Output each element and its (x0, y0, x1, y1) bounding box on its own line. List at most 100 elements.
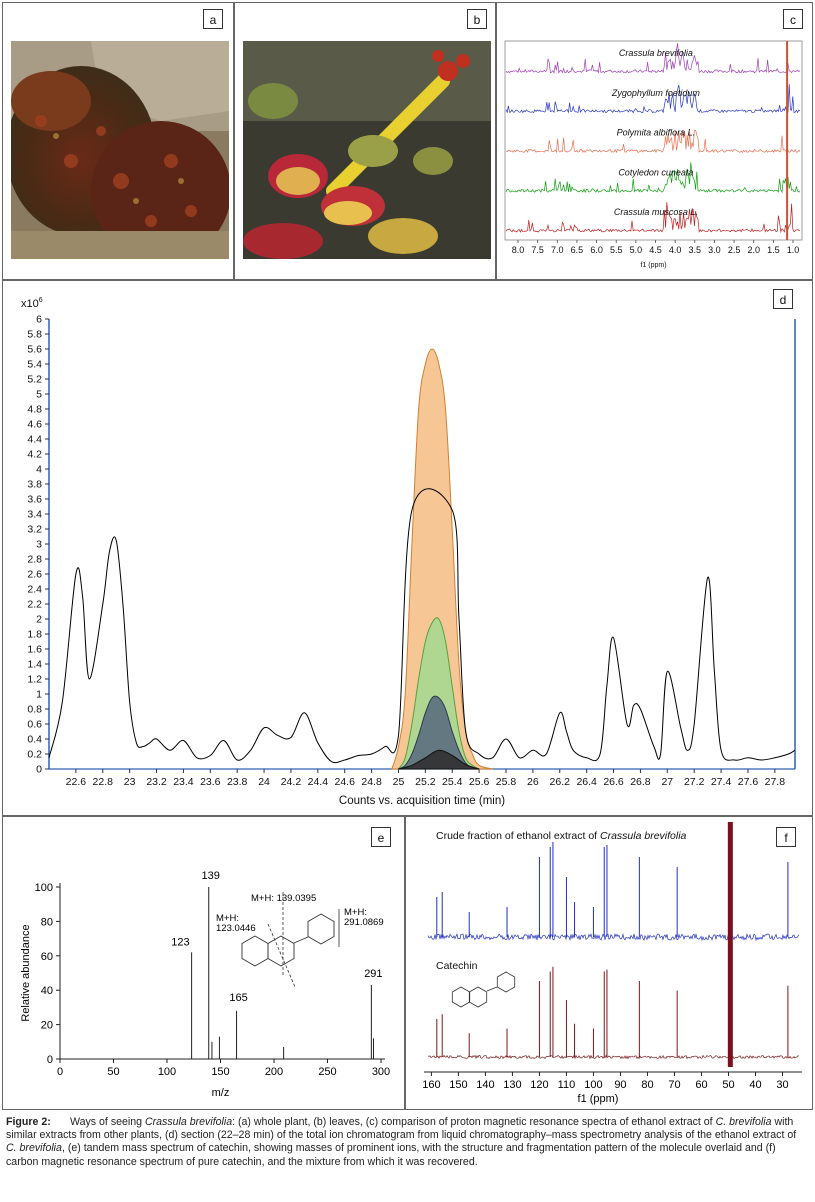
x-tick-label: 23.2 (146, 776, 167, 788)
y-tick-label: 2.8 (27, 554, 42, 566)
panel-label-a: a (203, 9, 223, 29)
x-tick-label: 4.5 (649, 245, 662, 255)
x-tick-label: 100 (158, 1066, 176, 1078)
x-tick-label: 26 (527, 776, 539, 788)
y-tick-label: 0.4 (27, 734, 42, 746)
peak-label: 139 (202, 870, 220, 882)
whole-plant-photo (11, 41, 229, 259)
fragment-annotation: 123.0446 (216, 923, 256, 934)
x-tick-label: 23.6 (200, 776, 221, 788)
x-tick-label: 2.0 (747, 245, 760, 255)
x-tick-label: 110 (558, 1079, 576, 1091)
y-tick-label: 3.2 (27, 524, 42, 536)
x-tick-label: 22.8 (93, 776, 114, 788)
x-tick-label: 25.6 (469, 776, 490, 788)
fragment-annotation: M+H: 139.0395 (251, 893, 316, 904)
spectrum-name-label: Crassula muscosa L. (614, 207, 698, 217)
x-tick-label: 7.5 (531, 245, 544, 255)
proton-nmr-spectra: Crassula brevifolia Zygophyllum foetidum P… (504, 40, 803, 269)
spectra-frame (504, 40, 803, 241)
x-tick-label: 24.8 (361, 776, 382, 788)
x-tick-label: 23.8 (227, 776, 248, 788)
x-tick-label: 200 (265, 1066, 283, 1078)
tandem-mass-spectrum: 0 20 40 60 80 100 0 50 100 150 200 250 300 m/z Relativ… (20, 870, 390, 1099)
y-tick-label: 4.2 (27, 449, 42, 461)
caption-text: Ways of seeing (70, 1116, 145, 1128)
x-tick-label: 23 (124, 776, 136, 788)
x-tick-label: 27 (661, 776, 673, 788)
spectrum-line (505, 129, 801, 154)
panel-label-e: e (371, 827, 391, 847)
spectrum-name-label: Crassula brevifolia (619, 48, 693, 58)
x-tick-label: 23.4 (173, 776, 194, 788)
caption-text: with similar extracts from other plants,… (6, 1116, 797, 1142)
y-tick-label: 1.6 (27, 644, 42, 656)
spectrum-name-label: Cotyledon cuneata (618, 167, 693, 177)
figure-caption: Figure 2: Ways of seeing Crassula brevifo… (6, 1116, 808, 1169)
chromatogram-series-area (398, 749, 480, 770)
y-tick-label: 4.6 (27, 419, 42, 431)
x-tick-label: 24.2 (281, 776, 302, 788)
ring-c (267, 935, 295, 967)
panel-e: e 0 20 40 60 80 100 0 50 100 150 200 250 300 m/z Relat… (2, 816, 405, 1110)
x-tick-label: 6.5 (571, 245, 584, 255)
total-ion-chromatogram: 0 0.2 0.4 0.6 0.8 1 1.2 1.4 1.6 1.8 2 2.2 2.4 2.6 2.8 3… (21, 297, 796, 807)
fragment-annotation: 291.0869 (344, 917, 384, 928)
x-tick-label: 8.0 (512, 245, 525, 255)
x-tick-label: 160 (422, 1079, 440, 1091)
y-tick-label: 1.4 (27, 659, 42, 671)
x-tick-label: 3.0 (708, 245, 721, 255)
x-tick-label: 25.4 (442, 776, 463, 788)
panel-label-c: c (783, 9, 803, 29)
x-tick-label: 1.5 (767, 245, 780, 255)
crude-fraction-title: Crude fraction of ethanol extract of Cra… (436, 830, 687, 842)
catechin-mini-structure (451, 971, 516, 1008)
ring (496, 971, 516, 993)
y-tick-label: 2.6 (27, 569, 42, 581)
x-tick-label: 22.6 (66, 776, 87, 788)
panel-d: d 0 0.2 0.4 0.6 0.8 1 1.2 1.4 1.6 1.8 2 2.2 2.4 2.6 2.… (2, 280, 813, 816)
y-axis-multiplier: x106 (21, 297, 43, 310)
spectrum-name-label: Zygophyllum foetidum (611, 88, 701, 98)
x-tick-label: 50 (722, 1079, 734, 1091)
chromatogram-series-area (397, 617, 480, 770)
solvent-peak (727, 822, 733, 1067)
ring-b (307, 913, 335, 945)
x-tick-label: 6.0 (590, 245, 603, 255)
x-tick-label: 5.5 (610, 245, 623, 255)
x-tick-label: 4.0 (669, 245, 682, 255)
y-tick-label: 6 (36, 314, 42, 326)
x-tick-label: 120 (530, 1079, 548, 1091)
panel-c: c Crassula brevifolia Zygophyllum foetidu… (496, 2, 813, 280)
caption-species-name: Crassula brevifolia (144, 1116, 233, 1128)
x-tick-label: 250 (318, 1066, 336, 1078)
catechin-structure (241, 913, 335, 967)
fragment-line (267, 923, 296, 988)
panel-f: f Crude fraction of ethanol extract of C… (405, 816, 813, 1110)
y-tick-label: 80 (41, 916, 53, 928)
y-tick-label: 3.4 (27, 509, 42, 521)
y-tick-label: 1.8 (27, 629, 42, 641)
bond (293, 936, 309, 944)
panel-label-b: b (467, 9, 487, 29)
y-tick-label: 5.8 (27, 329, 42, 341)
caption-species-name: C. brevifolia (715, 1116, 772, 1128)
y-tick-label: 0.2 (27, 749, 42, 761)
ring-a (241, 935, 269, 967)
peak-label: 291 (364, 968, 382, 980)
caption-body: Ways of seeing Crassula brevifolia: (a) … (6, 1116, 796, 1168)
fragment-annotation: M+H: (216, 913, 239, 924)
x-tick-label: 150 (211, 1066, 229, 1078)
y-tick-label: 3 (36, 539, 42, 551)
spectrum-name-label: Polymita albiflora L. (617, 128, 696, 138)
panel-label-f: f (776, 827, 796, 847)
x-tick-label: 80 (641, 1079, 653, 1091)
carbon-nmr-spectra: Crude fraction of ethanol extract of Cra… (422, 822, 802, 1105)
x-axis-label: f1 (ppm) (578, 1093, 619, 1105)
caption-lead: Figure 2: (6, 1116, 51, 1128)
y-tick-label: 40 (41, 985, 53, 997)
x-tick-label: 27.4 (711, 776, 732, 788)
x-tick-label: 60 (695, 1079, 707, 1091)
y-tick-label: 100 (35, 882, 53, 894)
x-tick-label: 7.0 (551, 245, 564, 255)
